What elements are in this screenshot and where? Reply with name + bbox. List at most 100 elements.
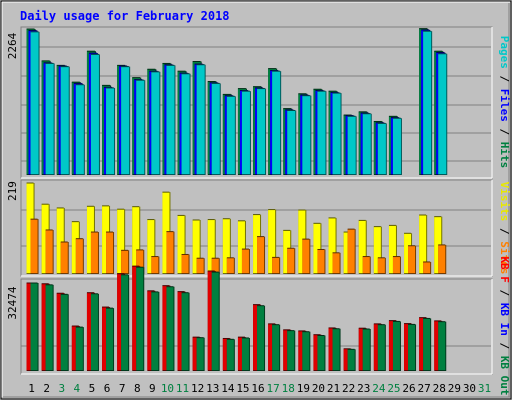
bar-kbytes-kb-out-day-12 <box>196 337 205 371</box>
bar-kbytes-kb-out-day-8 <box>136 266 145 371</box>
bar-face <box>162 285 170 370</box>
bar-kbytes-kb-out-day-23 <box>362 328 371 371</box>
bar-face <box>226 339 234 370</box>
bar-face <box>41 204 49 273</box>
bar-hits-pages-day-4 <box>75 84 85 175</box>
legend-hits-seg-1: / <box>498 69 511 89</box>
bar-face <box>317 249 325 273</box>
x-tick-label-day-8: 8 <box>134 382 141 395</box>
bar-face <box>166 65 175 174</box>
bar-visits-visits-day-11 <box>177 214 186 274</box>
bar-face <box>253 304 261 370</box>
bar-face <box>272 257 280 273</box>
bar-visits-sites-day-16 <box>257 236 266 274</box>
bar-face <box>272 324 280 370</box>
bar-face <box>343 348 351 370</box>
bar-face <box>226 257 234 273</box>
bar-face <box>222 218 230 273</box>
bar-face <box>117 273 125 370</box>
bar-face <box>166 231 174 273</box>
bar-face <box>423 318 431 370</box>
legend-hits-seg-2: Files <box>498 89 511 122</box>
bar-hits-pages-day-19 <box>302 95 312 175</box>
bar-kbytes-kb-out-day-7 <box>121 274 130 371</box>
bar-face <box>56 207 64 273</box>
bar-kbytes-kb-out-day-21 <box>332 328 341 371</box>
bar-hits-pages-day-6 <box>106 87 116 175</box>
bar-face <box>287 110 296 174</box>
bar-face <box>408 324 416 370</box>
bar-face <box>147 219 155 273</box>
bar-face <box>377 257 385 273</box>
bar-face <box>343 232 351 273</box>
bar-visits-sites-day-25 <box>392 256 401 274</box>
bar-hits-pages-day-20 <box>317 90 327 175</box>
bar-visits-sites-day-15 <box>241 248 250 274</box>
bar-face <box>30 219 38 273</box>
bar-kbytes-kb-out-day-9 <box>151 291 160 371</box>
bar-face <box>106 308 114 370</box>
bar-visits-sites-day-19 <box>302 238 311 274</box>
x-tick-label-day-25: 25 <box>387 382 400 395</box>
bar-face <box>192 337 200 370</box>
bar-face <box>136 80 145 174</box>
bar-visits-sites-day-26 <box>408 245 417 274</box>
bar-face <box>358 328 366 370</box>
bar-face <box>60 66 69 174</box>
x-tick-label-day-11: 11 <box>176 382 189 395</box>
bar-kbytes-kb-out-day-13 <box>211 271 220 371</box>
bar-face <box>162 192 170 273</box>
legend-visits-seg-0: Visits <box>498 182 511 222</box>
x-tick-label-day-30: 30 <box>463 382 476 395</box>
bar-face <box>151 291 159 370</box>
bar-kbytes-kb-out-day-2 <box>45 284 54 371</box>
bar-hits-pages-day-28 <box>438 53 448 175</box>
bar-face <box>358 220 366 273</box>
x-tick-label-day-16: 16 <box>251 382 264 395</box>
bar-visits-sites-day-12 <box>196 257 205 274</box>
bar-face <box>75 238 83 273</box>
bar-face <box>302 331 310 370</box>
bar-face <box>434 216 442 273</box>
bar-face <box>121 66 130 174</box>
bar-face <box>362 328 370 370</box>
bar-face <box>268 323 276 370</box>
bar-face <box>347 229 355 273</box>
bar-visits-visits-day-7 <box>117 208 126 274</box>
bar-face <box>298 210 306 273</box>
bar-visits-sites-day-28 <box>438 244 447 274</box>
x-tick-label-day-2: 2 <box>43 382 50 395</box>
bar-face <box>313 223 321 273</box>
bar-visits-sites-day-18 <box>287 247 296 274</box>
x-tick-label-day-5: 5 <box>89 382 96 395</box>
bar-kbytes-kb-out-day-27 <box>423 317 432 371</box>
bars-layer <box>26 28 448 371</box>
bar-visits-sites-day-6 <box>106 231 115 274</box>
bar-face <box>136 249 144 273</box>
bar-face <box>423 31 432 174</box>
bar-face <box>419 214 427 273</box>
bar-face <box>388 320 396 370</box>
bar-face <box>404 233 412 273</box>
bar-face <box>302 95 311 174</box>
bar-face <box>373 226 381 273</box>
bar-face <box>102 307 110 370</box>
bar-face <box>90 232 98 273</box>
bar-visits-visits-day-21 <box>328 217 337 274</box>
bar-hits-pages-day-15 <box>241 90 251 175</box>
bar-face <box>71 326 79 370</box>
bar-hits-pages-day-10 <box>166 64 176 175</box>
bar-face <box>56 293 64 370</box>
bar-visits-visits-day-9 <box>147 219 156 274</box>
bar-face <box>41 283 49 370</box>
bar-visits-sites-day-24 <box>377 257 386 274</box>
bar-face <box>207 271 215 370</box>
bar-visits-sites-day-8 <box>136 249 145 274</box>
bar-kbytes-kb-out-day-14 <box>226 338 235 371</box>
bar-kbytes-kb-out-day-25 <box>392 320 401 371</box>
bar-kbytes-kb-out-day-4 <box>75 326 84 371</box>
bar-face <box>151 71 160 174</box>
bar-face <box>392 256 400 273</box>
